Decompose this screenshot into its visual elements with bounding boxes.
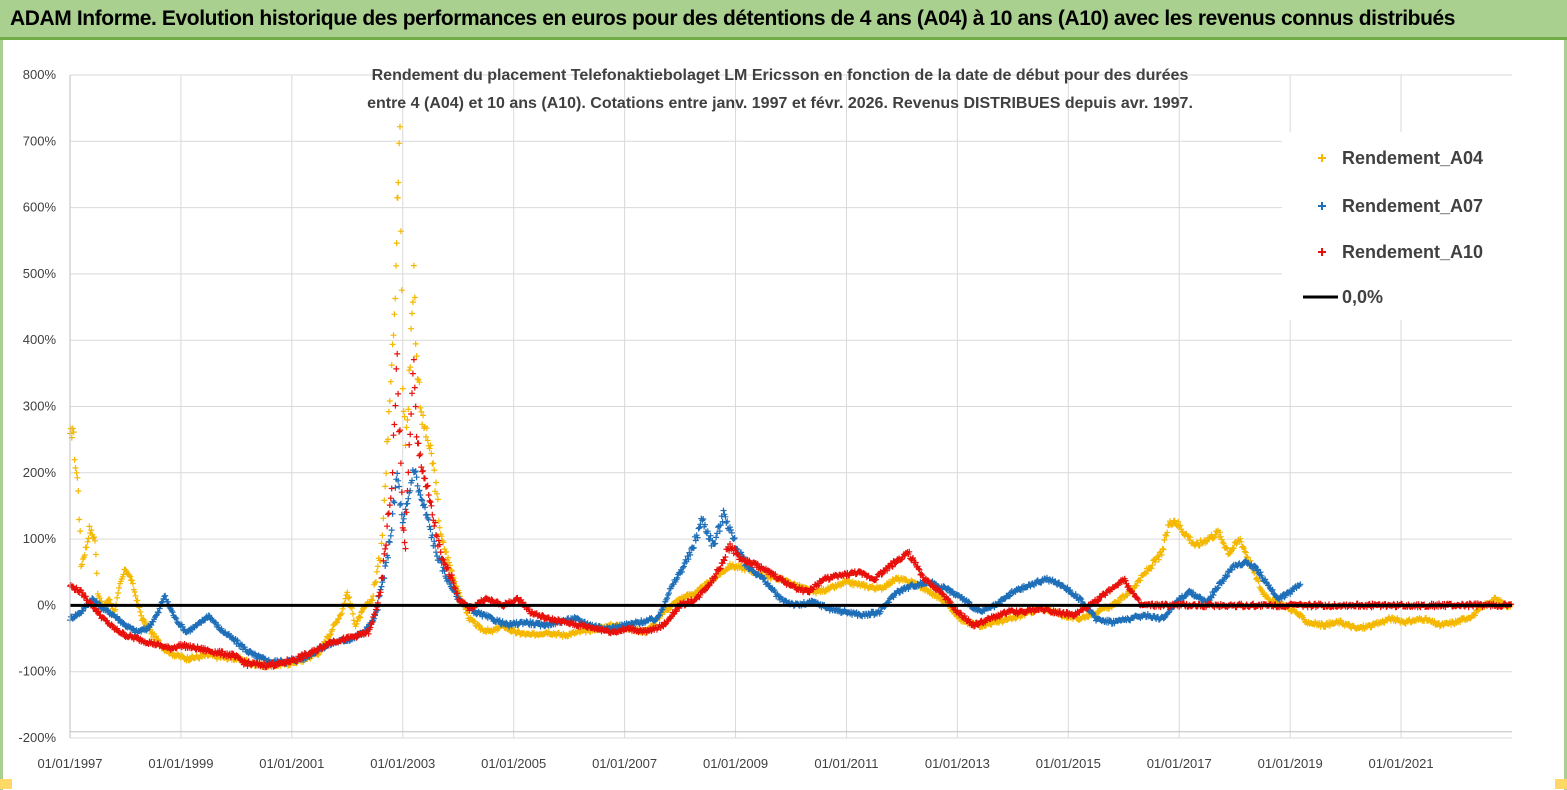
y-tick-label: 600% bbox=[23, 200, 57, 215]
page-title: ADAM Informe. Evolution historique des p… bbox=[10, 7, 1456, 30]
axis-lines bbox=[69, 75, 1512, 738]
y-tick-label: 800% bbox=[23, 67, 57, 82]
x-tick-label: 01/01/2013 bbox=[925, 756, 990, 771]
series-markers bbox=[67, 467, 1304, 667]
y-tick-label: 0% bbox=[37, 597, 56, 612]
x-tick-label: 01/01/1997 bbox=[37, 756, 102, 771]
corner-mark-right bbox=[1555, 779, 1567, 789]
corner-mark-left bbox=[0, 779, 12, 789]
x-tick-label: 01/01/1999 bbox=[148, 756, 213, 771]
legend-marker bbox=[1318, 248, 1326, 256]
y-tick-label: -200% bbox=[18, 730, 56, 745]
legend: Rendement_A04 Rendement_A07 Rendement_A10 0… bbox=[1282, 132, 1512, 320]
right-border bbox=[1564, 40, 1567, 790]
series-markers bbox=[67, 350, 1515, 671]
y-tick-label: 100% bbox=[23, 531, 57, 546]
chart-subtitle-line-1: Rendement du placement Telefonaktiebolag… bbox=[372, 67, 1189, 84]
x-tick-label: 01/01/2017 bbox=[1147, 756, 1212, 771]
y-tick-label: -100% bbox=[18, 664, 56, 679]
legend-marker bbox=[1318, 154, 1326, 162]
y-tick-label: 400% bbox=[23, 332, 57, 347]
series-rendement-a07 bbox=[67, 467, 1304, 667]
chart-subtitle-line-2: entre 4 (A04) et 10 ans (A10). Cotations… bbox=[367, 95, 1193, 112]
y-tick-label: 200% bbox=[23, 465, 57, 480]
x-tick-label: 01/01/2019 bbox=[1258, 756, 1323, 771]
x-tick-label: 01/01/2015 bbox=[1036, 756, 1101, 771]
x-tick-label: 01/01/2007 bbox=[592, 756, 657, 771]
x-tick-label: 01/01/2011 bbox=[814, 756, 878, 771]
x-tick-label: 01/01/2009 bbox=[703, 756, 768, 771]
x-axis: 01/01/1997 01/01/1999 01/01/2001 01/01/2003… bbox=[37, 756, 1433, 771]
legend-label-zero: 0,0% bbox=[1342, 287, 1383, 307]
legend-label: Rendement_A04 bbox=[1342, 148, 1483, 168]
legend-marker bbox=[1318, 202, 1326, 210]
x-tick-label: 01/01/2021 bbox=[1369, 756, 1434, 771]
legend-label: Rendement_A07 bbox=[1342, 196, 1483, 216]
legend-box bbox=[1282, 132, 1512, 320]
x-tick-label: 01/01/2005 bbox=[481, 756, 546, 771]
y-tick-label: 700% bbox=[23, 133, 57, 148]
x-tick-label: 01/01/2001 bbox=[259, 756, 324, 771]
y-tick-label: 300% bbox=[23, 399, 57, 414]
series-group bbox=[67, 123, 1515, 671]
y-tick-label: 500% bbox=[23, 266, 57, 281]
legend-label: Rendement_A10 bbox=[1342, 242, 1483, 262]
x-tick-label: 01/01/2003 bbox=[370, 756, 435, 771]
header-banner: ADAM Informe. Evolution historique des p… bbox=[0, 0, 1567, 40]
series-rendement-a10 bbox=[67, 350, 1515, 671]
chart: 800% 700% 600% 500% 400% 300% 200% 100% 0% -100% -… bbox=[18, 67, 1515, 771]
y-axis: 800% 700% 600% 500% 400% 300% 200% 100% 0% -100% -… bbox=[18, 67, 56, 745]
left-border bbox=[0, 40, 3, 790]
